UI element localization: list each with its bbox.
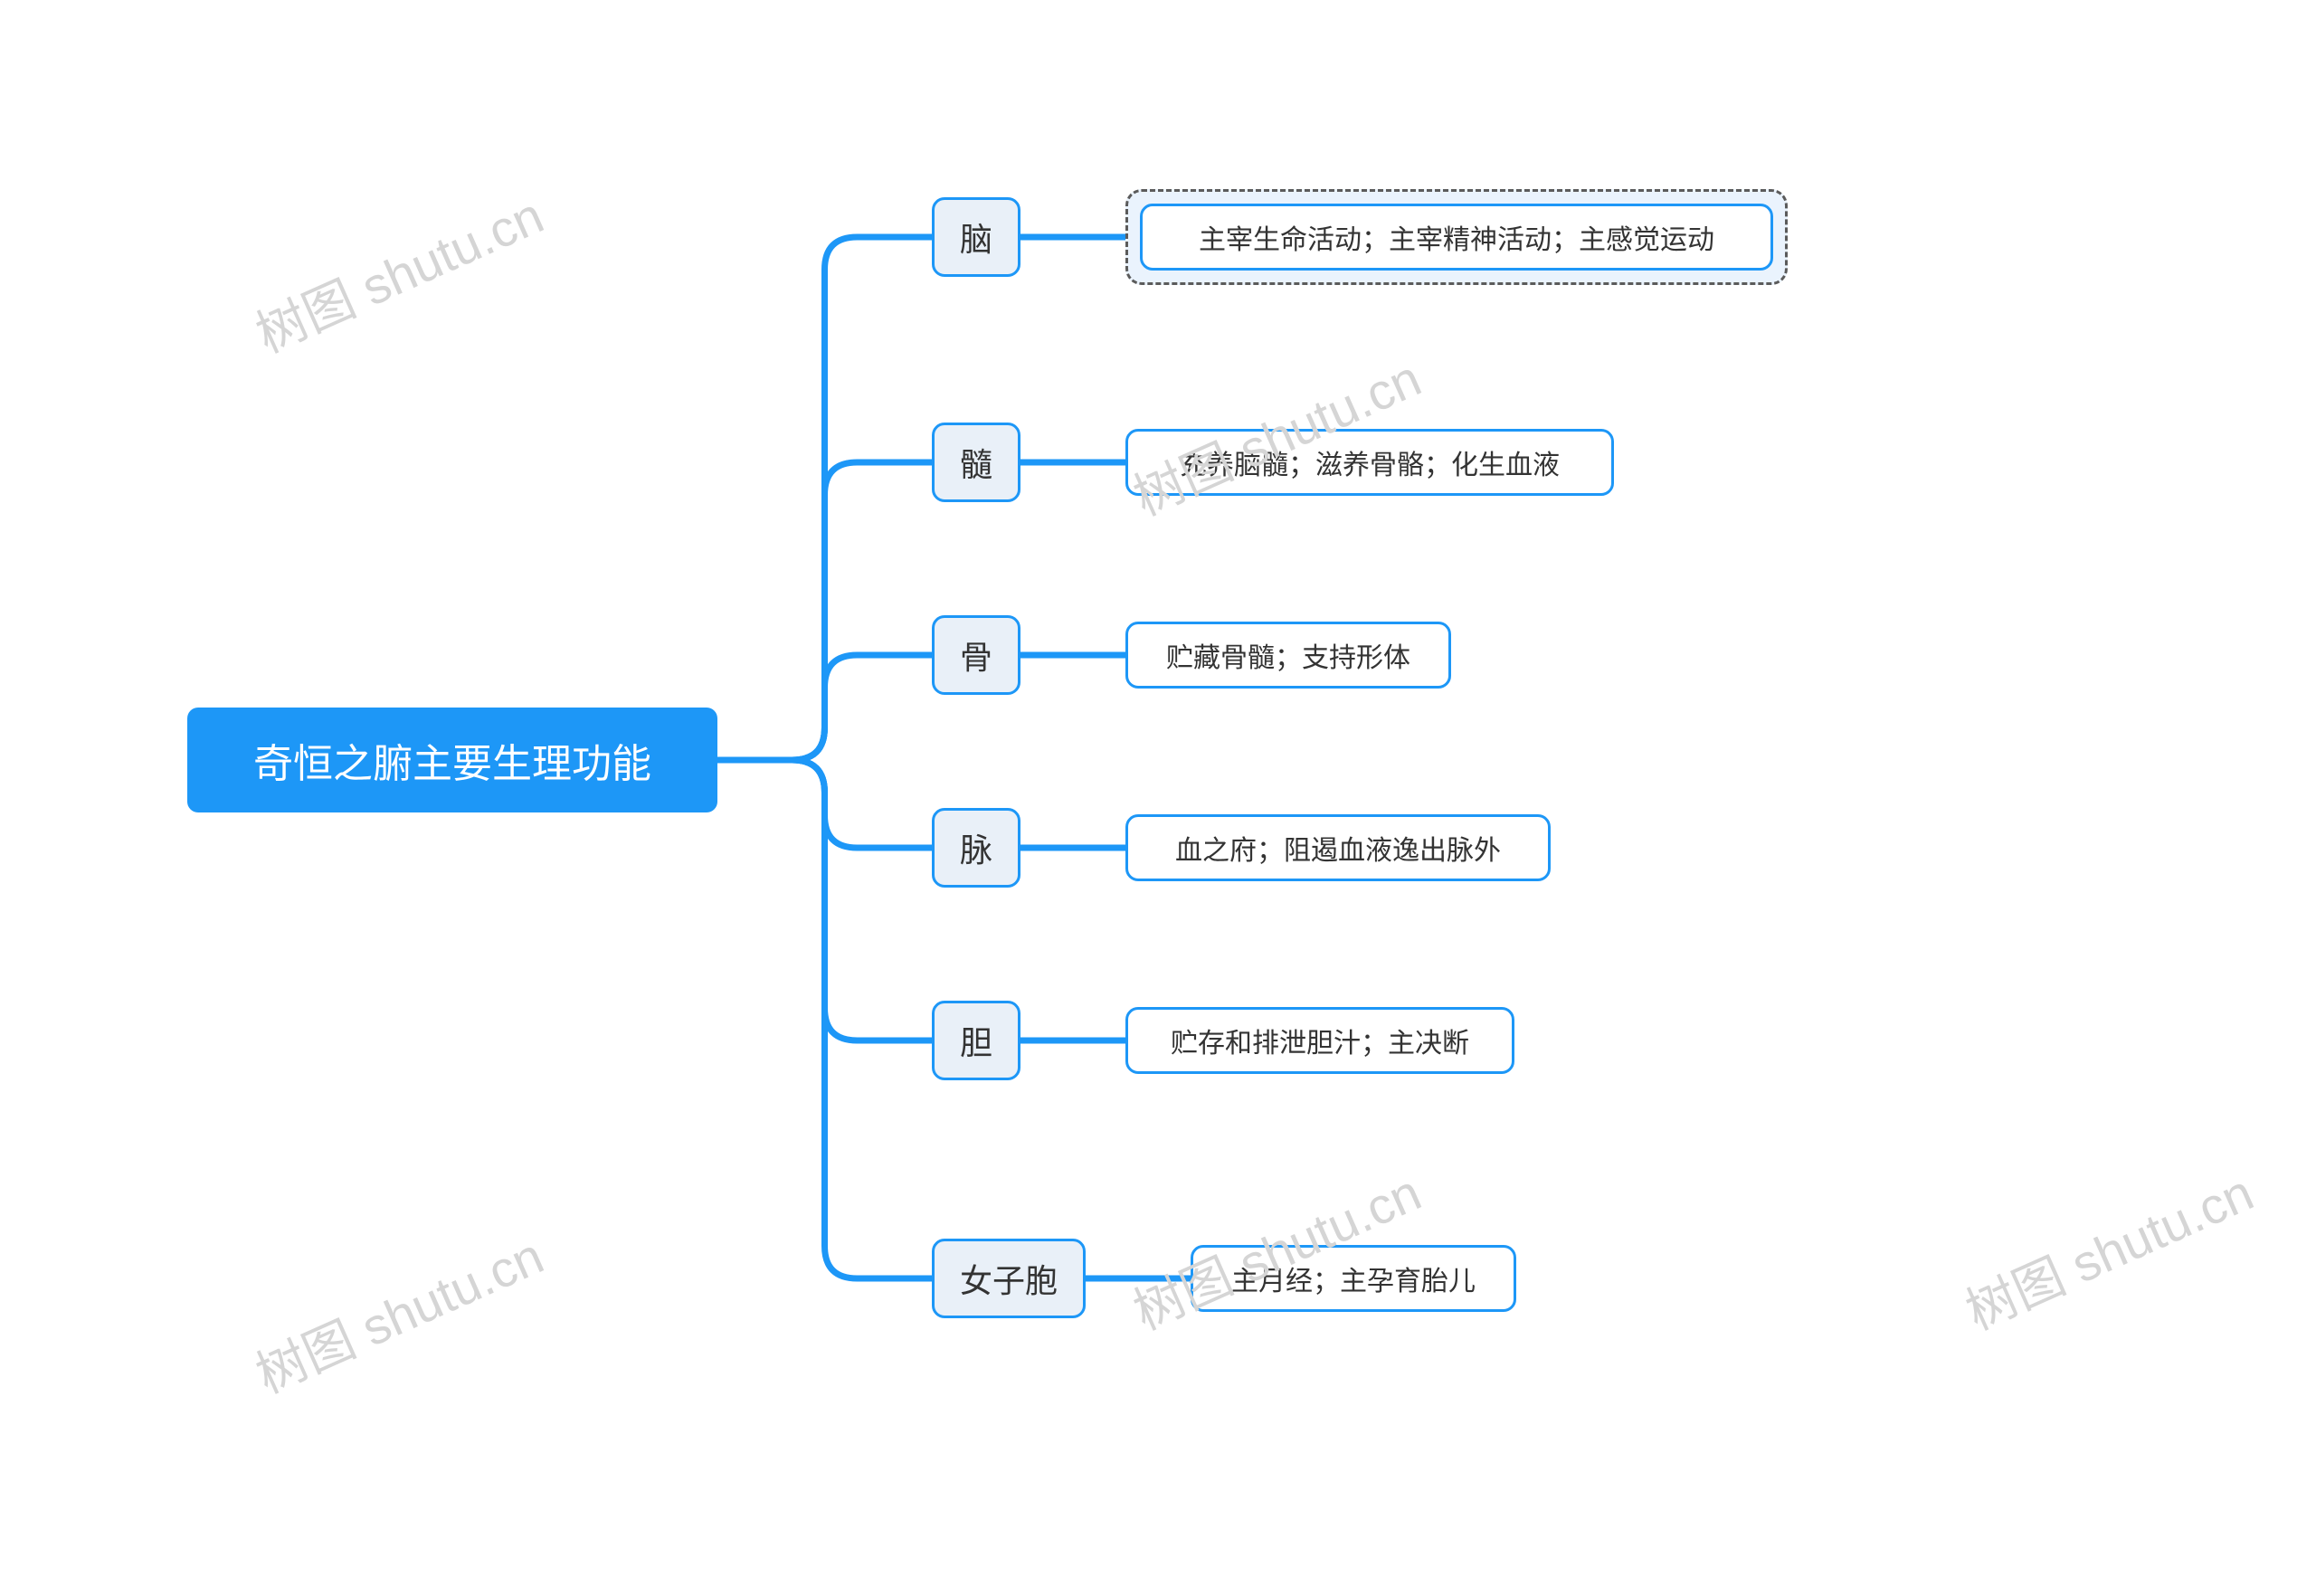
mindmap-level2-node[interactable]: 脉 xyxy=(932,808,1020,888)
mindmap-level3-node[interactable]: 贮存和排泄胆汁；主决断 xyxy=(1125,1007,1514,1074)
mindmap-level2-label: 女子胞 xyxy=(960,1255,1058,1302)
mindmap-level3-label: 充养脑髓；滋养骨骼；化生血液 xyxy=(1180,442,1560,482)
mindmap-root-label: 奇恒之腑主要生理功能 xyxy=(253,731,651,789)
mindmap-level3-node[interactable]: 血之府；阻遏血液逸出脉外 xyxy=(1125,814,1551,881)
mindmap-level2-label: 髓 xyxy=(960,439,992,486)
mindmap-level2-node[interactable]: 胆 xyxy=(932,1001,1020,1080)
mindmap-level2-label: 胆 xyxy=(960,1017,992,1064)
mindmap-level2-node[interactable]: 髓 xyxy=(932,423,1020,502)
mindmap-level3-node[interactable]: 主月经；主孕育胎儿 xyxy=(1191,1245,1516,1312)
watermark-text: 树图 shutu.cn xyxy=(1953,1153,2264,1344)
mindmap-root-node[interactable]: 奇恒之腑主要生理功能 xyxy=(187,708,717,812)
mindmap-level3-label: 主宰生命活动；主宰精神活动；主感觉运动 xyxy=(1199,217,1714,257)
watermark-text: 树图 shutu.cn xyxy=(243,1216,554,1408)
mindmap-level2-node[interactable]: 脑 xyxy=(932,197,1020,277)
mindmap-level3-node[interactable]: 主宰生命活动；主宰精神活动；主感觉运动 xyxy=(1140,204,1773,271)
watermark-text: 树图 shutu.cn xyxy=(243,176,554,367)
mindmap-level3-node[interactable]: 贮藏骨髓；支持形体 xyxy=(1125,622,1451,689)
mindmap-level2-node[interactable]: 骨 xyxy=(932,615,1020,695)
mindmap-level3-label: 血之府；阻遏血液逸出脉外 xyxy=(1175,828,1501,868)
mindmap-level2-node[interactable]: 女子胞 xyxy=(932,1239,1086,1318)
mindmap-level3-label: 主月经；主孕育胎儿 xyxy=(1231,1259,1476,1298)
mindmap-level2-label: 脉 xyxy=(960,824,992,871)
mindmap-level3-label: 贮藏骨髓；支持形体 xyxy=(1166,635,1410,675)
mindmap-level2-label: 脑 xyxy=(960,214,992,261)
mindmap-level2-label: 骨 xyxy=(960,632,992,679)
mindmap-level3-node[interactable]: 充养脑髓；滋养骨骼；化生血液 xyxy=(1125,429,1614,496)
mindmap-level3-label: 贮存和排泄胆汁；主决断 xyxy=(1171,1021,1469,1060)
